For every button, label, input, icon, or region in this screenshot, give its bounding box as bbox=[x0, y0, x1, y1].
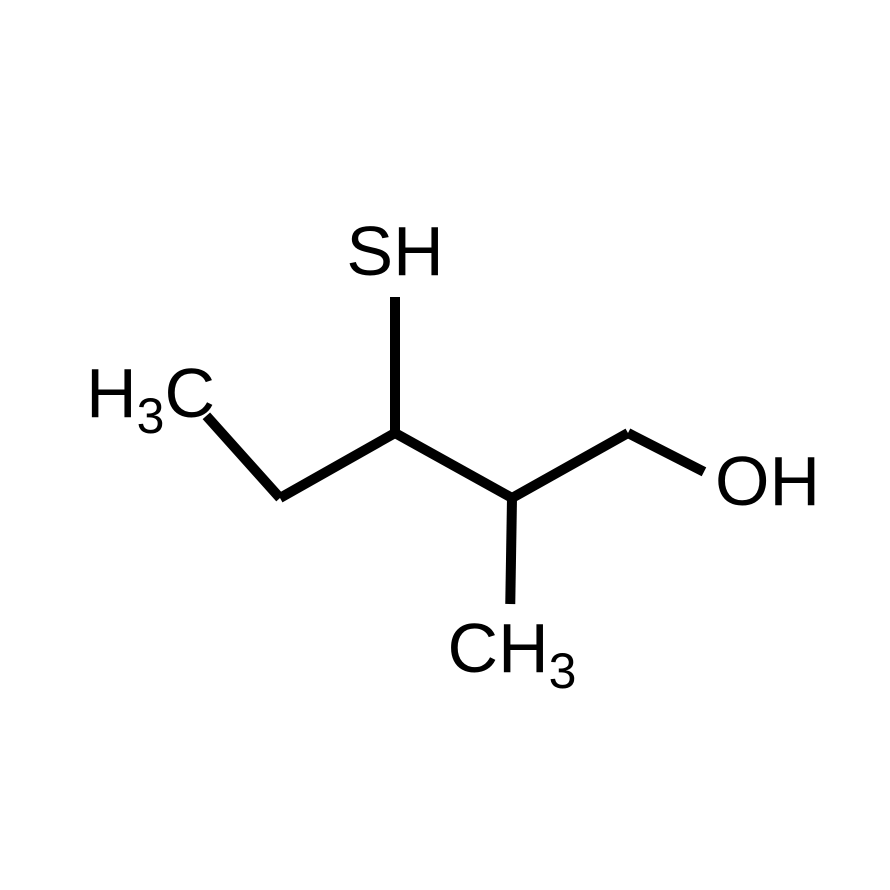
chemical-structure: H3C OH SH CH3 bbox=[0, 0, 890, 890]
bond-C3-C4 bbox=[395, 433, 512, 498]
bond-C2-C3 bbox=[280, 433, 395, 498]
bond-C5-OH bbox=[628, 433, 704, 472]
bond-C4-C5 bbox=[512, 433, 628, 498]
bond-C4-CH3 bbox=[510, 498, 512, 604]
atom-label-sh: SH bbox=[346, 212, 443, 290]
atom-label-c1: H3C bbox=[86, 354, 215, 444]
atom-label-ch3: CH3 bbox=[448, 609, 577, 699]
atom-label-oh: OH bbox=[715, 442, 820, 520]
bond-C1-C2 bbox=[206, 416, 280, 498]
